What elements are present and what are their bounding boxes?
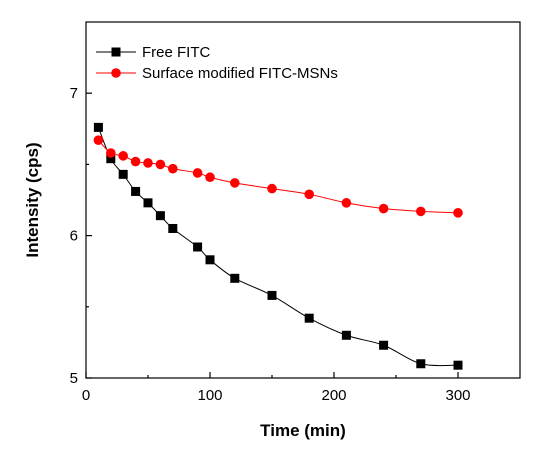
data-point [93,122,103,132]
data-point [168,163,178,174]
data-point [416,359,426,369]
data-point [416,206,426,217]
legend-marker [111,47,121,57]
data-point [453,208,463,218]
series-line [97,127,459,367]
y-tick-label: 5 [70,370,78,387]
data-point [267,290,277,300]
data-point [230,178,240,188]
data-point [118,169,128,179]
data-point [168,223,178,233]
data-point [130,156,141,167]
plot-frame [85,21,521,379]
x-tick-label: 200 [321,387,346,404]
data-point [143,158,153,168]
x-tick-label: 300 [445,387,470,404]
data-point [143,198,153,208]
y-axis-title: Intensity (cps) [23,142,42,257]
data-point [118,151,128,161]
legend: Free FITC Surface modified FITC-MSNs [96,44,338,82]
data-point [304,313,314,323]
data-point [341,330,351,340]
series-fitc-msns [93,135,463,218]
data-point [193,242,203,252]
data-point [341,198,352,208]
data-point [267,183,277,194]
legend-item: Free FITC [96,44,211,61]
legend-label: Surface modified FITC-MSNs [142,65,338,82]
data-point [106,148,116,158]
legend-item: Surface modified FITC-MSNs [96,65,338,82]
data-point [192,168,203,178]
series-line [98,139,459,214]
series-layer [93,122,463,370]
legend-marker [111,68,121,78]
y-tick-label: 7 [70,85,78,102]
data-point [304,189,315,200]
data-point [230,273,240,283]
ticks: 0 100 200 300 5 6 7 [70,85,471,404]
data-point [378,203,389,214]
x-tick-label: 0 [82,387,90,404]
data-point [106,154,116,164]
legend-label: Free FITC [142,44,211,61]
x-axis-title: Time (min) [260,421,346,440]
data-point [93,135,104,145]
series-free-fitc [93,122,463,370]
data-point [131,186,141,196]
axes [85,21,521,379]
y-tick-label: 6 [70,228,78,245]
data-point [205,172,215,183]
data-point [379,340,389,350]
data-point [155,159,166,170]
x-tick-label: 100 [197,387,222,404]
data-point [205,255,215,265]
data-point [453,360,463,370]
data-point [155,211,165,221]
